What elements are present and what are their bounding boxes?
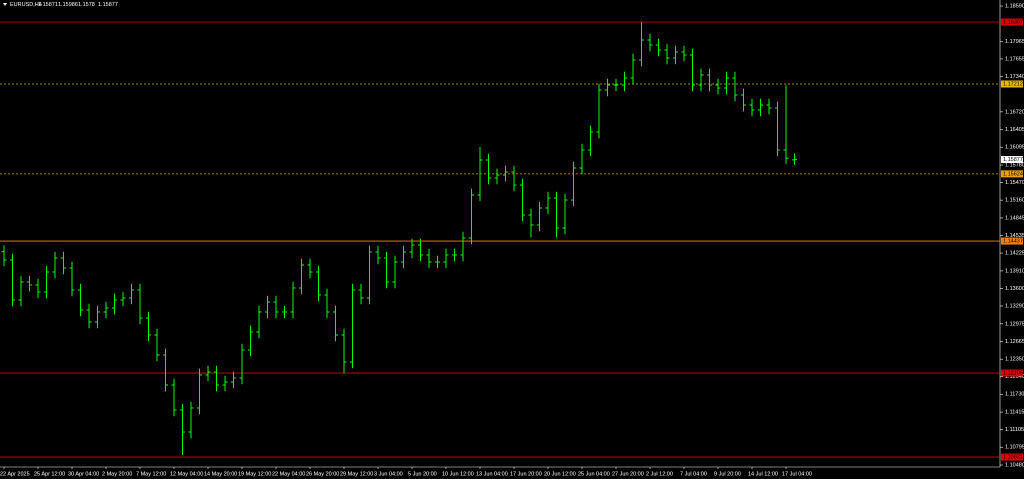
y-tick-label: 1.11415 [1005, 410, 1024, 416]
symbol-label: EURUSD,H4 [10, 2, 42, 8]
x-tick-label: 17 Jul 04:00 [782, 471, 812, 477]
x-tick-label: 30 Apr 04:00 [68, 471, 99, 477]
symbol-menu-icon[interactable] [3, 3, 7, 6]
x-tick-label: 14 May 20:00 [204, 471, 237, 477]
level-label: 1.18307 [1003, 19, 1023, 25]
current-price-tag [1001, 156, 1023, 164]
x-tick-label: 20 Jun 12:00 [544, 471, 576, 477]
x-tick-label: 26 May 20:00 [306, 471, 339, 477]
x-tick-label: 19 May 12:00 [238, 471, 271, 477]
level-tag [1001, 369, 1023, 377]
y-tick-label: 1.14535 [1005, 233, 1024, 239]
x-tick-label: 25 Jun 04:00 [578, 471, 610, 477]
x-tick-label: 7 Jul 04:00 [680, 471, 707, 477]
y-tick-label: 1.13290 [1005, 303, 1024, 309]
y-tick-label: 1.12665 [1005, 339, 1024, 345]
y-tick-label: 1.12350 [1005, 357, 1024, 363]
x-tick-label: 2 May 20:00 [102, 471, 132, 477]
level-tag [1001, 237, 1023, 245]
header-close: 1.15877 [98, 2, 118, 8]
x-tick-label: 3 Jun 04:00 [374, 471, 403, 477]
y-tick-label: 1.15160 [1005, 198, 1024, 204]
header-high: 1.15986 [58, 2, 78, 8]
y-tick-label: 1.10480 [1005, 462, 1024, 468]
current-price-label: 1.15877 [1003, 157, 1023, 163]
y-tick-label: 1.17965 [1005, 39, 1024, 45]
y-tick-label: 1.16405 [1005, 127, 1024, 133]
x-tick-label: 9 Jul 20:00 [714, 471, 741, 477]
x-tick-label: 22 Apr 2025 [0, 471, 30, 477]
y-tick-label: 1.16095 [1005, 145, 1024, 151]
y-tick-label: 1.14225 [1005, 251, 1024, 257]
y-tick-label: 1.18590 [1005, 3, 1024, 9]
y-tick-label: 1.14845 [1005, 215, 1024, 221]
header-open: 1.15871 [38, 2, 58, 8]
x-tick-label: 10 Jun 12:00 [442, 471, 474, 477]
level-label: 1.17212 [1003, 81, 1023, 87]
y-tick-label: 1.12040 [1005, 374, 1024, 380]
level-tag [1001, 80, 1023, 88]
x-tick-label: 29 May 12:00 [340, 471, 373, 477]
y-tick-label: 1.17655 [1005, 56, 1024, 62]
y-tick-label: 1.13600 [1005, 286, 1024, 292]
y-tick-label: 1.10795 [1005, 445, 1024, 451]
y-tick-label: 1.12975 [1005, 321, 1024, 327]
level-tag [1001, 170, 1023, 178]
level-label: 1.10621 [1003, 454, 1023, 460]
level-label: 1.12105 [1003, 370, 1023, 376]
y-tick-label: 1.15780 [1005, 162, 1024, 168]
x-tick-label: 22 May 04:00 [272, 471, 305, 477]
level-tag [1001, 453, 1023, 461]
x-tick-label: 14 Jul 12:00 [748, 471, 778, 477]
y-tick-label: 1.13910 [1005, 268, 1024, 274]
x-tick-label: 7 May 12:00 [136, 471, 166, 477]
y-tick-label: 1.15470 [1005, 180, 1024, 186]
x-tick-label: 12 May 04:00 [170, 471, 203, 477]
x-tick-label: 25 Apr 12:00 [34, 471, 65, 477]
x-tick-label: 27 Jun 20:00 [612, 471, 644, 477]
x-tick-label: 5 Jun 20:00 [408, 471, 437, 477]
y-tick-label: 1.11105 [1005, 427, 1024, 433]
x-tick-label: 17 Jun 20:00 [510, 471, 542, 477]
header-low: 1.1578 [78, 2, 95, 8]
y-tick-label: 1.11730 [1005, 392, 1024, 398]
y-tick-label: 1.16720 [1005, 109, 1024, 115]
level-label: 1.15624 [1003, 171, 1023, 177]
level-label: 1.14437 [1003, 239, 1023, 245]
x-tick-label: 2 Jul 12:00 [646, 471, 673, 477]
level-tag [1001, 18, 1023, 26]
y-tick-label: 1.17340 [1005, 74, 1024, 80]
x-tick-label: 13 Jun 04:00 [476, 471, 508, 477]
